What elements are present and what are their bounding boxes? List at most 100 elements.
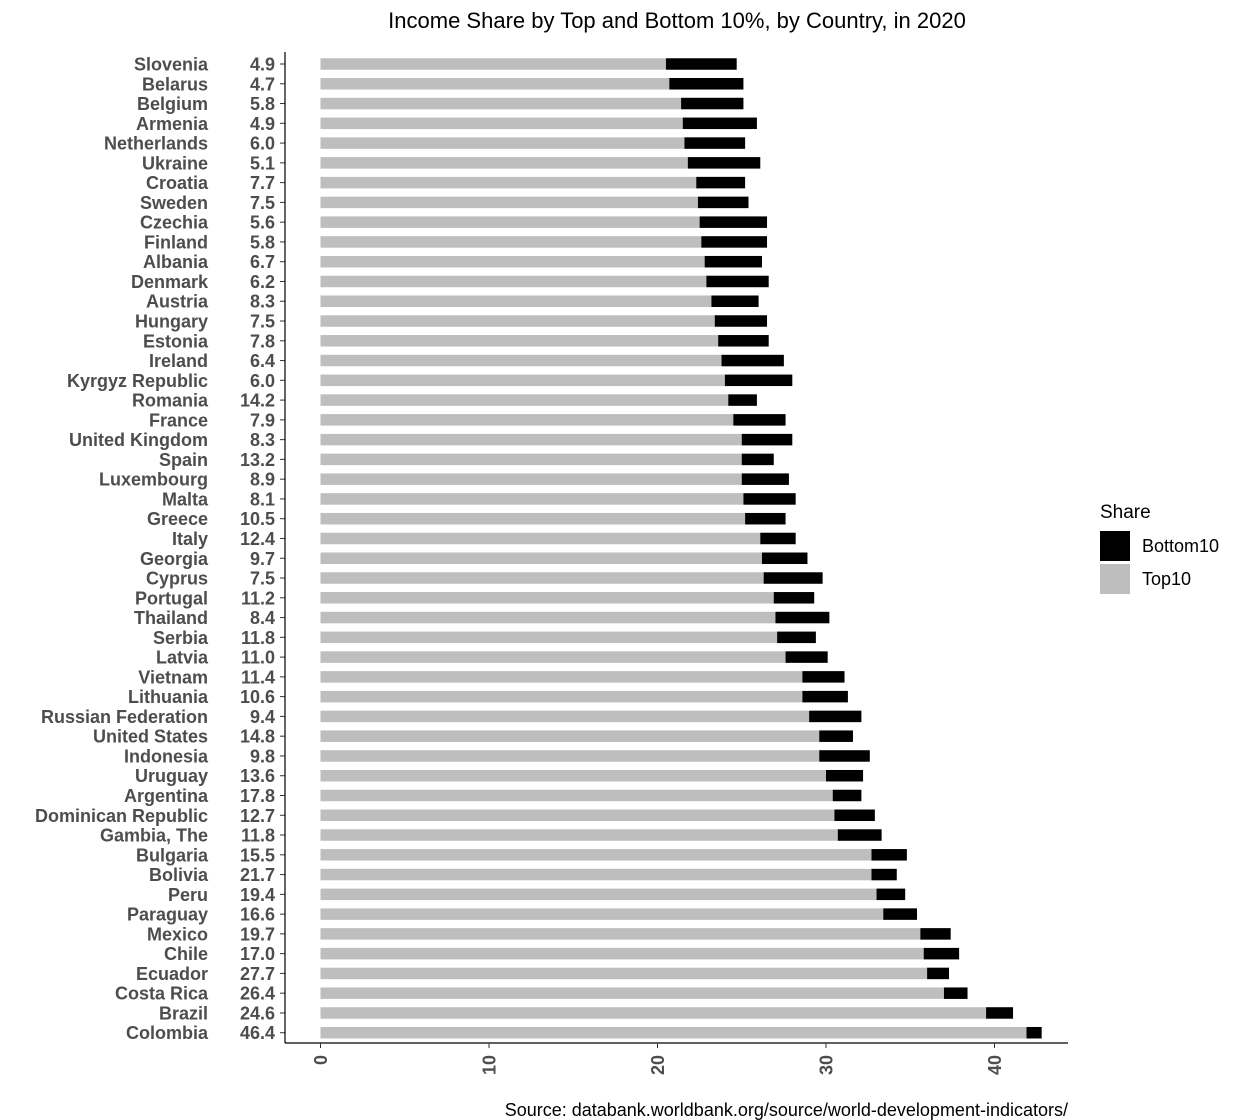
bar-bottom10-7 [697, 196, 749, 209]
ratio-label: 11.8 [241, 826, 275, 846]
bar-top10-1 [320, 78, 670, 90]
country-label: Chile [164, 944, 208, 964]
country-label: Czechia [140, 213, 209, 233]
bar-top10-45 [320, 947, 924, 960]
bar-top10-23 [320, 512, 746, 525]
country-label: Cyprus [146, 569, 208, 589]
country-label: Slovenia [134, 55, 209, 75]
bar-bottom10-48 [986, 1007, 1014, 1019]
bars-layer [320, 58, 1042, 1039]
ratio-label: 13.6 [240, 766, 275, 786]
bar-top10-48 [320, 1007, 987, 1019]
bar-bottom10-20 [741, 453, 774, 466]
ratio-label: 6.0 [250, 371, 275, 391]
country-label: Mexico [147, 924, 208, 944]
ratio-label: 24.6 [240, 1003, 275, 1023]
legend-swatch-bottom10 [1100, 531, 1130, 561]
bar-bottom10-46 [927, 967, 950, 980]
bar-top10-34 [320, 730, 820, 742]
ratio-label: 6.0 [250, 134, 275, 154]
x-tick-label: 20 [648, 1055, 668, 1075]
country-label: Netherlands [104, 134, 208, 154]
ratio-label: 19.7 [240, 924, 275, 944]
ratio-label: 5.1 [250, 153, 275, 173]
country-label: Ireland [149, 351, 208, 371]
bar-bottom10-1 [669, 78, 744, 90]
x-tick-label: 10 [480, 1055, 500, 1075]
country-label: Armenia [136, 114, 209, 134]
ratio-label: 14.8 [240, 727, 275, 747]
bar-top10-36 [320, 769, 826, 782]
bar-bottom10-5 [687, 157, 761, 169]
ratio-label: 8.4 [250, 608, 275, 628]
bar-top10-8 [320, 216, 700, 228]
bar-bottom10-22 [743, 493, 796, 505]
country-label: Bulgaria [136, 845, 209, 865]
legend-label: Top10 [1142, 569, 1191, 589]
country-label: Latvia [156, 648, 209, 668]
x-tick-label: 40 [985, 1055, 1005, 1075]
bar-bottom10-2 [681, 97, 744, 110]
bar-top10-17 [320, 394, 729, 406]
bar-bottom10-0 [665, 58, 737, 70]
bar-top10-47 [320, 987, 944, 999]
country-label: Ecuador [136, 964, 208, 984]
ratio-label: 7.5 [250, 569, 275, 589]
bar-top10-40 [320, 849, 872, 861]
ratio-label: 21.7 [240, 865, 275, 885]
ratio-label: 8.3 [250, 292, 275, 312]
bar-bottom10-42 [876, 888, 906, 901]
bar-top10-37 [320, 789, 833, 802]
country-label: Gambia, The [100, 826, 208, 846]
bar-top10-0 [320, 58, 666, 70]
ratio-label: 7.5 [250, 193, 275, 213]
bar-top10-13 [320, 315, 715, 327]
country-label: Austria [146, 292, 209, 312]
bar-bottom10-47 [943, 987, 968, 999]
ratio-label: 11.2 [241, 588, 275, 608]
ratio-label: 17.0 [240, 944, 275, 964]
country-label: Denmark [131, 272, 209, 292]
bar-bottom10-44 [920, 928, 951, 940]
bar-bottom10-34 [819, 730, 853, 742]
bar-top10-6 [320, 176, 697, 189]
legend-title: Share [1100, 502, 1151, 523]
country-label: Portugal [135, 588, 208, 608]
country-label: Hungary [135, 312, 208, 332]
bar-bottom10-45 [923, 947, 960, 960]
country-label: Vietnam [138, 667, 208, 687]
country-label: Estonia [143, 331, 209, 351]
bar-bottom10-14 [718, 335, 769, 347]
bar-bottom10-4 [684, 137, 746, 149]
country-label: Thailand [134, 608, 208, 628]
x-tick-label: 0 [311, 1055, 331, 1065]
bar-top10-9 [320, 236, 702, 248]
ratio-label: 16.6 [240, 905, 275, 925]
country-label: United Kingdom [69, 430, 208, 450]
bar-bottom10-36 [826, 769, 864, 782]
bar-bottom10-3 [682, 117, 757, 130]
country-label: Georgia [140, 549, 209, 569]
country-label: Colombia [126, 1023, 209, 1043]
ratio-label: 17.8 [240, 786, 275, 806]
bar-top10-28 [320, 611, 776, 624]
ratio-label: 6.7 [250, 252, 275, 272]
ratio-label: 14.2 [240, 391, 275, 411]
country-label: Indonesia [124, 746, 209, 766]
bar-bottom10-30 [785, 651, 828, 663]
ratio-label: 19.4 [240, 885, 275, 905]
bar-top10-16 [320, 374, 725, 387]
bar-bottom10-9 [701, 236, 768, 248]
ratio-label: 12.4 [240, 529, 275, 549]
ratio-label: 4.9 [250, 55, 275, 75]
bar-top10-2 [320, 97, 682, 110]
legend: Share Bottom10 Top10 [1100, 502, 1219, 594]
country-label: United States [93, 727, 208, 747]
bar-bottom10-17 [728, 394, 757, 406]
ratio-label: 11.4 [241, 667, 275, 687]
ratio-label: 6.4 [250, 351, 275, 371]
bar-top10-21 [320, 473, 742, 485]
bar-top10-25 [320, 552, 762, 564]
ratio-label: 9.8 [250, 746, 275, 766]
bar-bottom10-38 [834, 809, 875, 822]
